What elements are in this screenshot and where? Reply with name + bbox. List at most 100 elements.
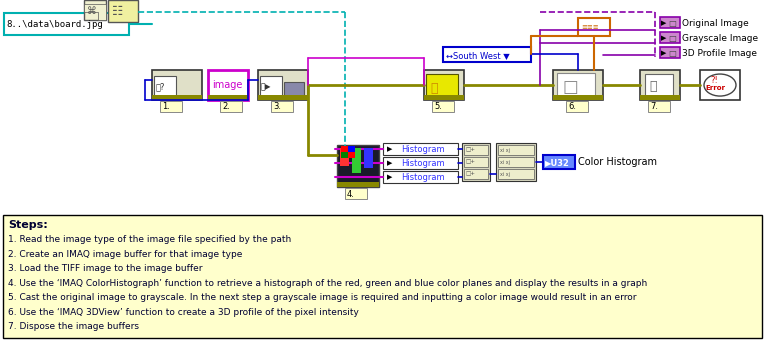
Text: xi xj: xi xj: [500, 172, 510, 177]
Text: 1. Read the image type of the image file specified by the path: 1. Read the image type of the image file…: [8, 235, 291, 244]
Text: 7. Dispose the image buffers: 7. Dispose the image buffers: [8, 322, 139, 331]
Bar: [341, 146, 355, 158]
Text: ☷: ☷: [112, 4, 123, 17]
Polygon shape: [84, 4, 106, 20]
Bar: [462, 143, 490, 181]
Text: ↔South West ▼: ↔South West ▼: [446, 50, 509, 60]
Text: Histogram: Histogram: [401, 145, 444, 153]
Text: Histogram: Histogram: [401, 173, 444, 182]
Bar: [258, 95, 308, 100]
Bar: [284, 82, 304, 98]
Bar: [2, 2, 347, 155]
Text: □: □: [668, 33, 675, 43]
Bar: [432, 101, 454, 112]
Text: 2. Create an IMAQ image buffer for that image type: 2. Create an IMAQ image buffer for that …: [8, 250, 243, 258]
Ellipse shape: [704, 74, 736, 96]
Text: 6.: 6.: [568, 102, 576, 110]
Bar: [330, 2, 540, 210]
Bar: [648, 101, 670, 112]
Text: 💾▶: 💾▶: [261, 83, 272, 91]
Bar: [424, 70, 464, 100]
Text: ▶: ▶: [387, 146, 392, 152]
Bar: [578, 18, 610, 36]
Text: □: □: [668, 18, 675, 28]
Bar: [152, 95, 202, 100]
Text: 7.: 7.: [650, 102, 658, 110]
Bar: [464, 157, 488, 167]
Bar: [4, 13, 129, 35]
Text: ?!: ?!: [710, 76, 718, 85]
Bar: [660, 32, 680, 43]
Text: 4.: 4.: [347, 190, 355, 198]
Text: 💾?: 💾?: [156, 83, 165, 91]
Bar: [498, 145, 534, 155]
Text: 8..\data\board.jpg: 8..\data\board.jpg: [6, 19, 103, 29]
Text: 5. Cast the original image to grayscale. In the next step a grayscale image is r: 5. Cast the original image to grayscale.…: [8, 293, 636, 302]
Text: Error: Error: [705, 85, 725, 91]
Bar: [700, 70, 740, 100]
Text: □+: □+: [466, 172, 476, 177]
Bar: [543, 155, 575, 169]
Bar: [655, 2, 763, 62]
Bar: [152, 70, 202, 100]
Bar: [341, 152, 348, 158]
Bar: [383, 171, 458, 183]
Bar: [424, 95, 464, 100]
Bar: [160, 101, 182, 112]
Text: 📢: 📢: [430, 81, 438, 94]
Bar: [340, 148, 349, 166]
Text: □: □: [563, 78, 579, 96]
Text: □+: □+: [466, 148, 476, 152]
Bar: [660, 47, 680, 58]
Text: image: image: [212, 80, 243, 90]
Text: ≡≡≡: ≡≡≡: [581, 24, 599, 30]
Bar: [208, 70, 248, 100]
Text: □: □: [668, 48, 675, 58]
Bar: [345, 188, 367, 199]
Text: □+: □+: [466, 160, 476, 165]
Bar: [498, 157, 534, 167]
Bar: [352, 148, 361, 173]
Bar: [464, 145, 488, 155]
Bar: [660, 17, 680, 28]
Bar: [443, 47, 531, 62]
Text: Original Image: Original Image: [682, 18, 749, 28]
Text: Color Histogram: Color Histogram: [578, 157, 657, 167]
Text: ⌘: ⌘: [87, 6, 96, 16]
Bar: [348, 146, 355, 152]
Bar: [383, 143, 458, 155]
Bar: [496, 143, 536, 181]
Bar: [383, 157, 458, 169]
Text: 1.: 1.: [162, 102, 170, 110]
Text: 3D Profile Image: 3D Profile Image: [682, 48, 757, 58]
Text: 4. Use the ‘IMAQ ColorHistograph’ function to retrieve a histograph of the red, : 4. Use the ‘IMAQ ColorHistograph’ functi…: [8, 279, 647, 287]
Text: 3.: 3.: [273, 102, 281, 110]
Text: 6. Use the ‘IMAQ 3DView’ function to create a 3D profile of the pixel intensity: 6. Use the ‘IMAQ 3DView’ function to cre…: [8, 308, 359, 316]
Bar: [566, 101, 588, 112]
Bar: [337, 145, 379, 187]
Text: 2.: 2.: [222, 102, 230, 110]
Bar: [464, 169, 488, 179]
Bar: [108, 0, 138, 22]
Bar: [498, 169, 534, 179]
Text: ▶U32: ▶U32: [545, 158, 570, 167]
Text: ▶: ▶: [661, 20, 666, 26]
Bar: [553, 70, 603, 100]
Bar: [170, 95, 202, 100]
Bar: [364, 148, 373, 168]
Bar: [154, 76, 176, 98]
Text: 5.: 5.: [434, 102, 442, 110]
Text: 🗑: 🗑: [649, 79, 656, 92]
Text: xi xj: xi xj: [500, 148, 510, 152]
Text: ▶: ▶: [387, 160, 392, 166]
Text: 3. Load the TIFF image to the image buffer: 3. Load the TIFF image to the image buff…: [8, 264, 203, 273]
Text: Grayscale Image: Grayscale Image: [682, 33, 758, 43]
Bar: [220, 101, 242, 112]
Text: ▶: ▶: [661, 50, 666, 56]
Text: ▶: ▶: [661, 35, 666, 41]
Bar: [640, 70, 680, 100]
Bar: [271, 101, 293, 112]
Bar: [645, 74, 673, 96]
Text: Steps:: Steps:: [8, 220, 47, 230]
Bar: [337, 182, 379, 187]
